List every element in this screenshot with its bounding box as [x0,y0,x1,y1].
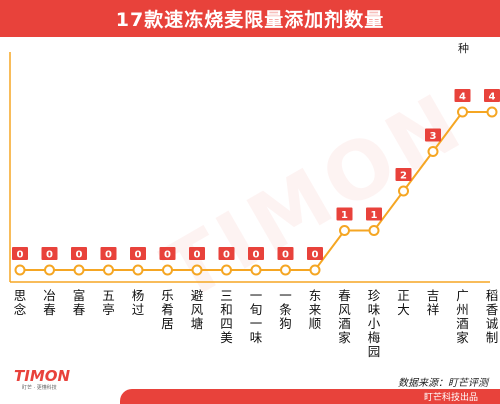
data-label-12: 1 [371,210,378,221]
data-label-2: 0 [76,250,83,261]
data-label-1: 0 [46,250,53,261]
data-label-9: 0 [282,250,289,261]
x-tick-label-0: 思念 [14,288,27,317]
data-point-8 [250,264,262,276]
footer-credit: 盯芒科技出品 [423,393,478,403]
x-tick-label-10: 东来顺 [309,288,322,331]
data-point-16 [486,106,498,118]
timon-logo-tagline: 盯芒 · 更懂科技 [22,385,57,391]
x-tick-label-3: 五亭 [102,288,115,317]
x-tick-label-7: 三和四美 [220,288,233,345]
unit-label: 种 [458,42,469,55]
data-point-15 [457,106,468,118]
data-label-11: 1 [341,210,348,221]
data-label-16: 4 [489,92,496,103]
data-label-box-14 [425,128,441,142]
data-point-13 [398,185,409,197]
data-point-1 [44,264,55,276]
data-label-7: 0 [223,250,230,261]
x-tick-label-2: 富春 [73,288,86,317]
data-label-box-11 [336,207,353,221]
data-label-box-7 [218,247,235,260]
x-tick-label-16: 稻香诚制 [486,288,499,345]
data-label-box-5 [159,247,176,260]
data-label-box-4 [130,247,146,260]
x-tick-label-14: 吉祥 [427,288,440,317]
data-label-box-16 [484,89,500,102]
data-label-5: 0 [164,250,171,261]
data-label-box-2 [71,247,87,260]
x-tick-label-12: 珍味小梅园 [368,288,381,359]
data-label-box-13 [395,168,412,181]
data-label-box-12 [366,207,382,221]
data-point-7 [221,264,232,276]
data-label-box-9 [277,247,294,260]
timon-logo: TIMON [14,367,71,385]
data-label-box-10 [307,247,323,260]
footer-bar: 盯芒科技出品 [120,389,500,404]
data-label-15: 4 [459,92,466,103]
data-label-box-15 [454,89,471,102]
data-label-box-3 [100,247,117,260]
x-tick-label-5: 乐肴居 [161,288,174,331]
data-label-box-8 [248,247,264,260]
data-label-14: 3 [430,131,437,142]
data-label-8: 0 [253,250,260,261]
series-line [20,111,492,271]
data-point-2 [73,264,85,276]
x-tick-label-13: 正大 [397,288,410,317]
data-source: 数据来源：盯芒评测 [398,378,488,389]
data-label-box-0 [12,247,28,260]
data-point-9 [280,264,291,276]
x-tick-label-1: 冶春 [43,288,56,317]
data-label-3: 0 [105,250,112,261]
data-point-11 [339,225,350,236]
data-point-14 [427,146,439,157]
data-point-10 [309,264,321,276]
data-label-10: 0 [312,250,319,261]
data-point-3 [103,264,114,276]
data-point-12 [368,225,380,236]
x-tick-label-11: 春风酒家 [338,288,351,345]
data-point-5 [162,264,173,276]
x-tick-label-15: 广州酒家 [456,288,469,345]
data-label-6: 0 [194,250,201,261]
data-point-0 [14,264,26,276]
data-label-4: 0 [135,250,142,261]
data-label-13: 2 [400,171,407,182]
data-label-box-1 [41,247,58,260]
data-label-box-6 [189,247,205,260]
chart-title: 17款速冻烧麦限量添加剂数量 [0,0,500,37]
data-label-0: 0 [17,250,24,261]
x-tick-label-9: 一条狗 [279,288,292,331]
data-point-6 [191,264,203,276]
x-tick-label-8: 一旬一味 [250,288,263,345]
x-tick-label-4: 杨过 [132,288,145,317]
x-tick-label-6: 避风塘 [191,288,204,331]
data-point-4 [132,264,144,276]
